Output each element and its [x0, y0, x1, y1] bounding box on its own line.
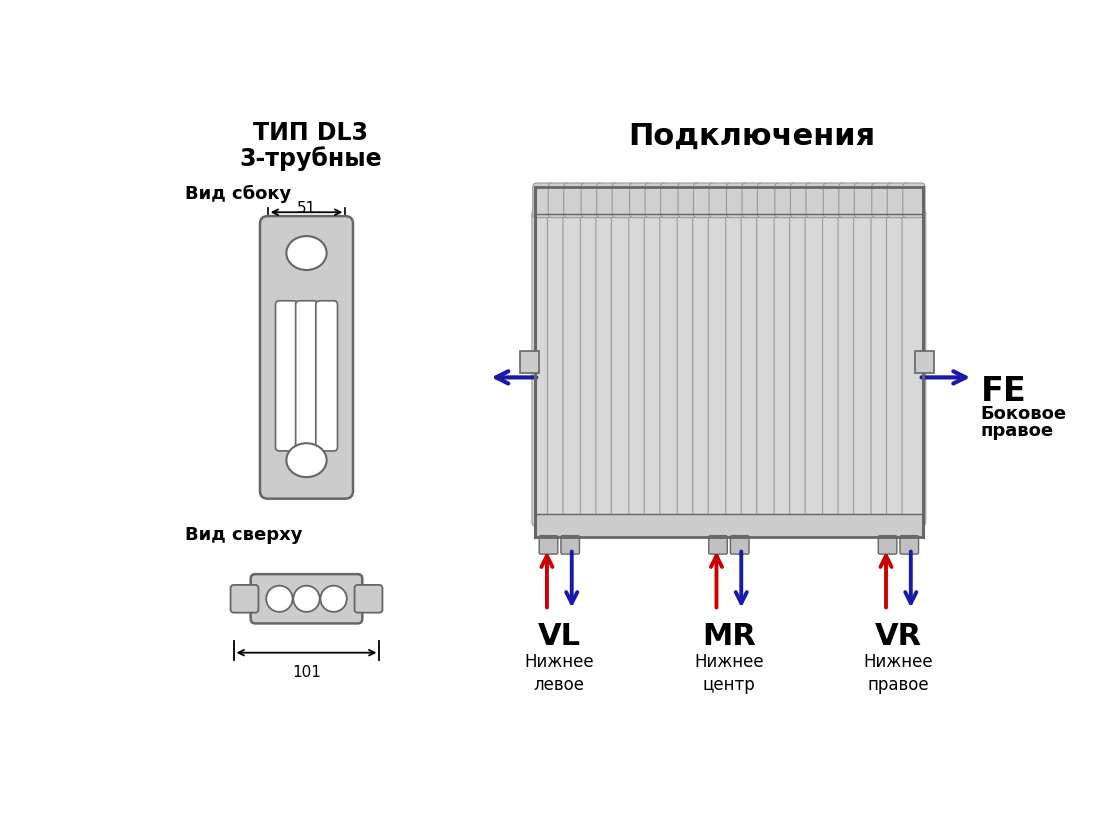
Text: ТИП DL3: ТИП DL3: [253, 121, 368, 146]
FancyBboxPatch shape: [886, 209, 911, 527]
Text: VL: VL: [538, 622, 581, 651]
FancyBboxPatch shape: [806, 183, 828, 218]
FancyBboxPatch shape: [838, 209, 862, 527]
FancyBboxPatch shape: [595, 209, 620, 527]
FancyBboxPatch shape: [902, 209, 925, 527]
FancyBboxPatch shape: [790, 209, 814, 527]
Text: Подключения: Подключения: [629, 121, 876, 151]
FancyBboxPatch shape: [561, 536, 580, 554]
FancyBboxPatch shape: [660, 209, 684, 527]
Text: Нижнее
левое: Нижнее левое: [525, 653, 594, 695]
FancyBboxPatch shape: [805, 209, 829, 527]
FancyBboxPatch shape: [519, 351, 539, 373]
FancyBboxPatch shape: [316, 301, 338, 451]
FancyBboxPatch shape: [612, 183, 634, 218]
Text: 3-трубные: 3-трубные: [239, 146, 382, 171]
FancyBboxPatch shape: [708, 209, 732, 527]
FancyBboxPatch shape: [709, 183, 732, 218]
FancyBboxPatch shape: [275, 301, 298, 451]
FancyBboxPatch shape: [355, 585, 383, 613]
FancyBboxPatch shape: [774, 183, 797, 218]
Circle shape: [320, 586, 347, 612]
FancyBboxPatch shape: [611, 209, 636, 527]
FancyBboxPatch shape: [872, 183, 894, 218]
Text: FE: FE: [980, 375, 1026, 409]
FancyBboxPatch shape: [678, 183, 700, 218]
FancyBboxPatch shape: [824, 183, 846, 218]
Polygon shape: [535, 187, 923, 537]
FancyBboxPatch shape: [726, 209, 750, 527]
FancyBboxPatch shape: [645, 183, 667, 218]
FancyBboxPatch shape: [887, 183, 910, 218]
FancyBboxPatch shape: [839, 183, 862, 218]
Text: 51: 51: [297, 201, 317, 216]
Text: 101: 101: [292, 665, 321, 680]
Text: правое: правое: [980, 422, 1054, 440]
FancyBboxPatch shape: [231, 585, 258, 613]
FancyBboxPatch shape: [581, 183, 603, 218]
FancyBboxPatch shape: [677, 209, 702, 527]
FancyBboxPatch shape: [251, 574, 363, 623]
FancyBboxPatch shape: [822, 209, 846, 527]
FancyBboxPatch shape: [854, 183, 876, 218]
Text: Вид сверху: Вид сверху: [185, 526, 302, 544]
Text: Нижнее
правое: Нижнее правое: [864, 653, 933, 695]
Text: Вид сбоку: Вид сбоку: [185, 184, 291, 202]
FancyBboxPatch shape: [548, 183, 571, 218]
FancyBboxPatch shape: [731, 536, 749, 554]
FancyBboxPatch shape: [645, 209, 668, 527]
FancyBboxPatch shape: [596, 183, 619, 218]
FancyBboxPatch shape: [547, 209, 572, 527]
FancyBboxPatch shape: [260, 216, 352, 499]
FancyBboxPatch shape: [693, 209, 716, 527]
FancyBboxPatch shape: [535, 187, 923, 214]
FancyBboxPatch shape: [660, 183, 683, 218]
Text: Нижнее
центр: Нижнее центр: [694, 653, 763, 695]
Text: Боковое: Боковое: [980, 405, 1066, 423]
FancyBboxPatch shape: [629, 209, 652, 527]
FancyBboxPatch shape: [694, 183, 716, 218]
FancyBboxPatch shape: [726, 183, 749, 218]
FancyBboxPatch shape: [539, 536, 557, 554]
FancyBboxPatch shape: [564, 183, 586, 218]
FancyBboxPatch shape: [774, 209, 798, 527]
FancyBboxPatch shape: [742, 183, 764, 218]
FancyBboxPatch shape: [756, 209, 781, 527]
FancyBboxPatch shape: [900, 536, 919, 554]
FancyBboxPatch shape: [915, 351, 934, 373]
FancyBboxPatch shape: [535, 514, 923, 537]
FancyBboxPatch shape: [708, 536, 727, 554]
Circle shape: [266, 586, 292, 612]
FancyBboxPatch shape: [295, 301, 318, 451]
FancyBboxPatch shape: [581, 209, 604, 527]
Ellipse shape: [286, 236, 327, 270]
FancyBboxPatch shape: [741, 209, 765, 527]
FancyBboxPatch shape: [903, 183, 925, 218]
Text: MR: MR: [702, 622, 755, 651]
Text: VR: VR: [875, 622, 922, 651]
FancyBboxPatch shape: [871, 209, 895, 527]
FancyBboxPatch shape: [878, 536, 896, 554]
FancyBboxPatch shape: [630, 183, 652, 218]
FancyBboxPatch shape: [532, 209, 556, 527]
Circle shape: [293, 586, 320, 612]
FancyBboxPatch shape: [563, 209, 586, 527]
FancyBboxPatch shape: [854, 209, 877, 527]
Ellipse shape: [286, 443, 327, 477]
FancyBboxPatch shape: [758, 183, 780, 218]
FancyBboxPatch shape: [790, 183, 812, 218]
FancyBboxPatch shape: [533, 183, 555, 218]
